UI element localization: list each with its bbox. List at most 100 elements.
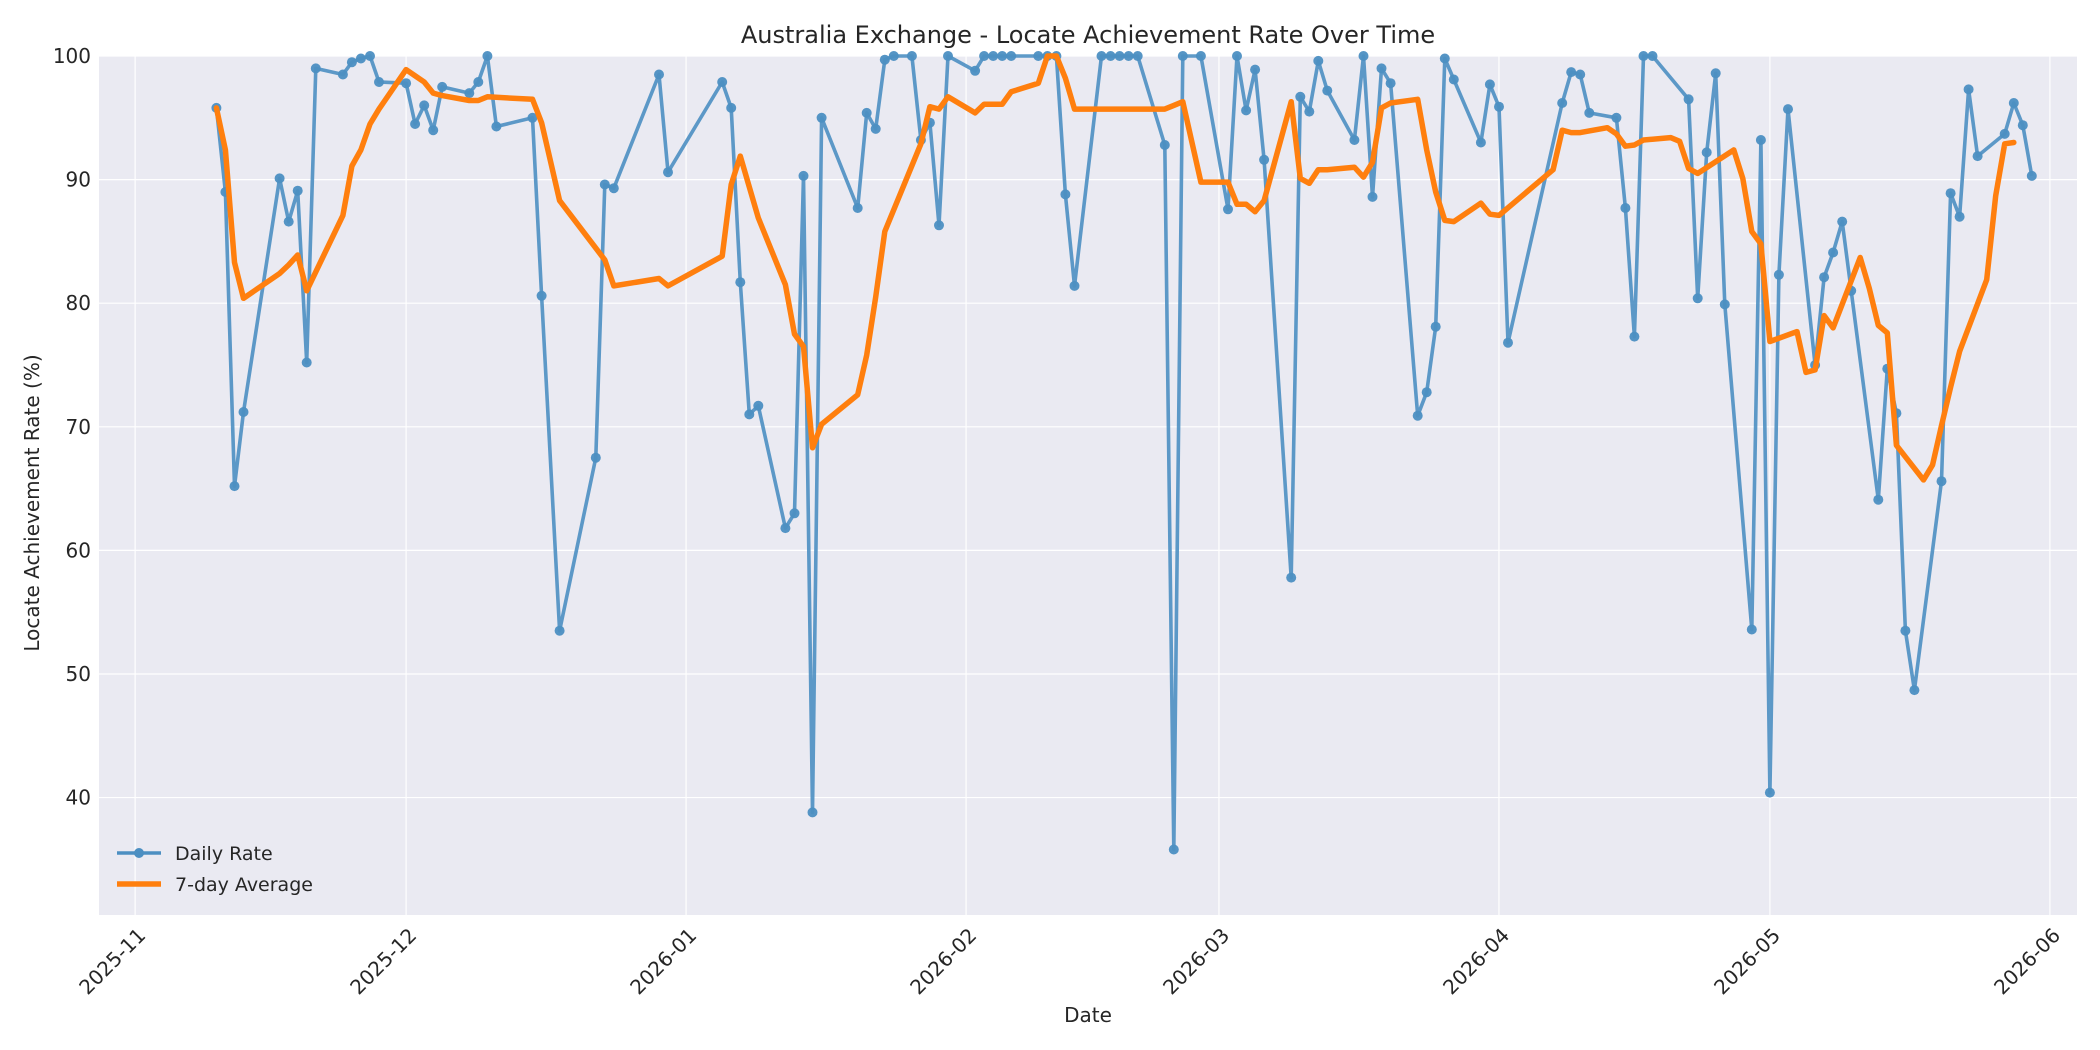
- daily-rate-point: [861, 107, 872, 118]
- daily-rate-point: [2017, 120, 2028, 131]
- legend-marker-daily-rate: [134, 848, 144, 858]
- daily-rate-point: [1746, 624, 1757, 635]
- daily-rate-point: [1503, 337, 1513, 348]
- daily-rate-point: [1232, 51, 1242, 61]
- daily-rate-point: [1963, 84, 1974, 95]
- daily-rate-point: [744, 409, 755, 420]
- daily-rate-point: [1313, 55, 1324, 66]
- daily-rate-point: [374, 77, 384, 87]
- daily-rate-point: [1494, 101, 1504, 112]
- daily-rate-point: [663, 167, 673, 178]
- daily-rate-point: [1195, 51, 1206, 61]
- y-tick-labels: 40 50 60 70 80 90 100: [53, 44, 91, 810]
- daily-rate-point: [608, 183, 619, 194]
- daily-rate-point: [536, 290, 547, 301]
- daily-rate-point: [1557, 98, 1568, 108]
- legend-entry-7-day-average: 7-day Average: [117, 874, 313, 896]
- daily-rate-point: [1819, 272, 1830, 283]
- daily-rate-point: [310, 63, 321, 74]
- daily-rate-point: [1295, 91, 1306, 102]
- daily-rate-point: [1430, 321, 1441, 332]
- daily-rate-point: [401, 78, 412, 89]
- daily-rate-point: [852, 203, 863, 213]
- daily-rate-point: [1710, 68, 1721, 79]
- daily-rate-point: [1159, 140, 1170, 150]
- y-tick-label: 90: [66, 168, 91, 192]
- daily-rate-point: [1629, 331, 1640, 342]
- daily-rate-point: [1367, 191, 1378, 202]
- daily-rate-point: [1177, 51, 1188, 61]
- daily-rate-point: [1439, 53, 1450, 64]
- daily-rate-point: [437, 81, 448, 92]
- daily-rate-point: [419, 100, 430, 111]
- series-7-day-average: [213, 53, 2017, 483]
- daily-rate-point: [1060, 189, 1071, 200]
- daily-rate-point: [1611, 112, 1622, 123]
- daily-rate-point: [292, 185, 303, 196]
- daily-rate-point: [482, 51, 493, 61]
- daily-rate-point: [1909, 685, 1920, 696]
- daily-rate-point: [1900, 625, 1911, 636]
- daily-rate-point: [2008, 98, 2019, 108]
- daily-rate-point: [301, 357, 312, 368]
- daily-rate-point: [527, 112, 538, 123]
- daily-rate-point: [870, 123, 881, 134]
- daily-rate-point: [888, 51, 899, 61]
- daily-rate-point: [970, 65, 981, 76]
- daily-rate-point: [491, 121, 502, 132]
- daily-rate-point: [1936, 476, 1947, 487]
- daily-rate-point: [1123, 51, 1134, 61]
- daily-rate-point: [807, 807, 818, 818]
- daily-rate-point: [1421, 387, 1432, 398]
- daily-rate-point: [1241, 105, 1252, 116]
- y-tick-label: 100: [53, 44, 91, 68]
- chart-title: Australia Exchange - Locate Achievement …: [741, 21, 1435, 49]
- daily-rate-point: [1828, 247, 1839, 258]
- daily-rate-point: [1223, 204, 1233, 215]
- legend-label-daily-rate: Daily Rate: [175, 843, 273, 865]
- daily-rate-point: [1764, 787, 1775, 798]
- daily-rate-point: [590, 452, 601, 463]
- y-tick-label: 70: [66, 415, 91, 439]
- daily-rate-point: [1250, 64, 1261, 75]
- daily-rate-point: [1033, 51, 1044, 61]
- daily-rate-point: [410, 119, 421, 129]
- daily-rate-point: [1385, 78, 1396, 89]
- daily-rate-point: [473, 77, 484, 87]
- daily-rate-point: [735, 277, 746, 288]
- daily-rate-point: [798, 170, 809, 181]
- daily-rate-point: [1783, 104, 1793, 115]
- daily-rate-point: [1376, 63, 1387, 74]
- grid: [99, 55, 2077, 915]
- daily-rate-point: [1837, 216, 1848, 227]
- daily-rate-point: [1701, 147, 1712, 158]
- daily-rate-point: [1069, 280, 1080, 291]
- daily-rate-point: [599, 179, 610, 190]
- daily-rate-point: [1999, 128, 2010, 139]
- series-layer: [211, 51, 2037, 855]
- daily-rate-point: [1105, 51, 1116, 61]
- daily-rate-point: [1358, 51, 1369, 61]
- daily-rate-point: [1647, 51, 1658, 61]
- daily-rate-point: [997, 51, 1008, 61]
- legend: Daily Rate 7-day Average: [117, 843, 313, 896]
- daily-rate-point: [1620, 203, 1631, 213]
- y-tick-label: 60: [66, 538, 91, 562]
- daily-rate-point: [726, 102, 737, 113]
- daily-rate-point: [1683, 94, 1694, 105]
- daily-rate-point: [365, 51, 375, 61]
- y-tick-label: 80: [66, 291, 91, 315]
- daily-rate-point: [1719, 299, 1730, 310]
- daily-rate-point: [654, 69, 664, 80]
- daily-rate-point: [1584, 107, 1595, 118]
- 7-day-average-line: [213, 53, 2017, 483]
- daily-rate-point: [1006, 51, 1017, 61]
- daily-rate-point: [1873, 494, 1884, 505]
- daily-rate-point: [1773, 269, 1784, 280]
- daily-rate-point: [1638, 51, 1649, 61]
- daily-rate-point: [1475, 137, 1486, 148]
- daily-rate-point: [934, 220, 944, 231]
- daily-rate-point: [1304, 106, 1315, 117]
- daily-rate-point: [1972, 151, 1983, 162]
